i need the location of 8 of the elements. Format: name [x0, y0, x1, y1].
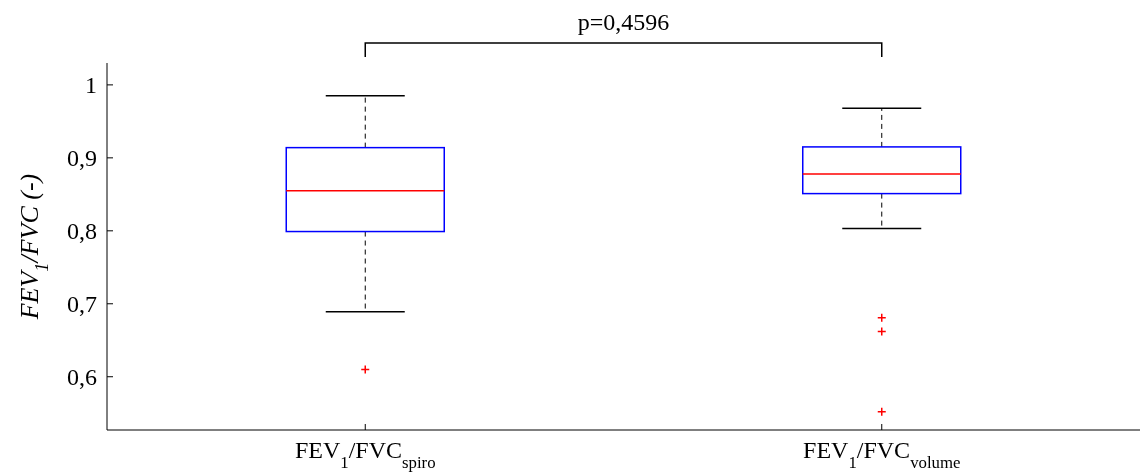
y-tick-label: 1 [85, 72, 97, 99]
x-tick-label: FEV$_{1}$/FVC$_{volume}$ [803, 437, 961, 472]
y-tick-label: 0,7 [67, 291, 97, 318]
y-tick-label: 0,6 [67, 364, 97, 391]
y-tick-label: 0,9 [67, 145, 97, 172]
text: p=0,4596 [577, 9, 670, 35]
x-tick-label: FEV$_{1}$/FVC$_{spiro}$ [294, 437, 436, 472]
y-tick-label: 0,8 [67, 218, 97, 245]
